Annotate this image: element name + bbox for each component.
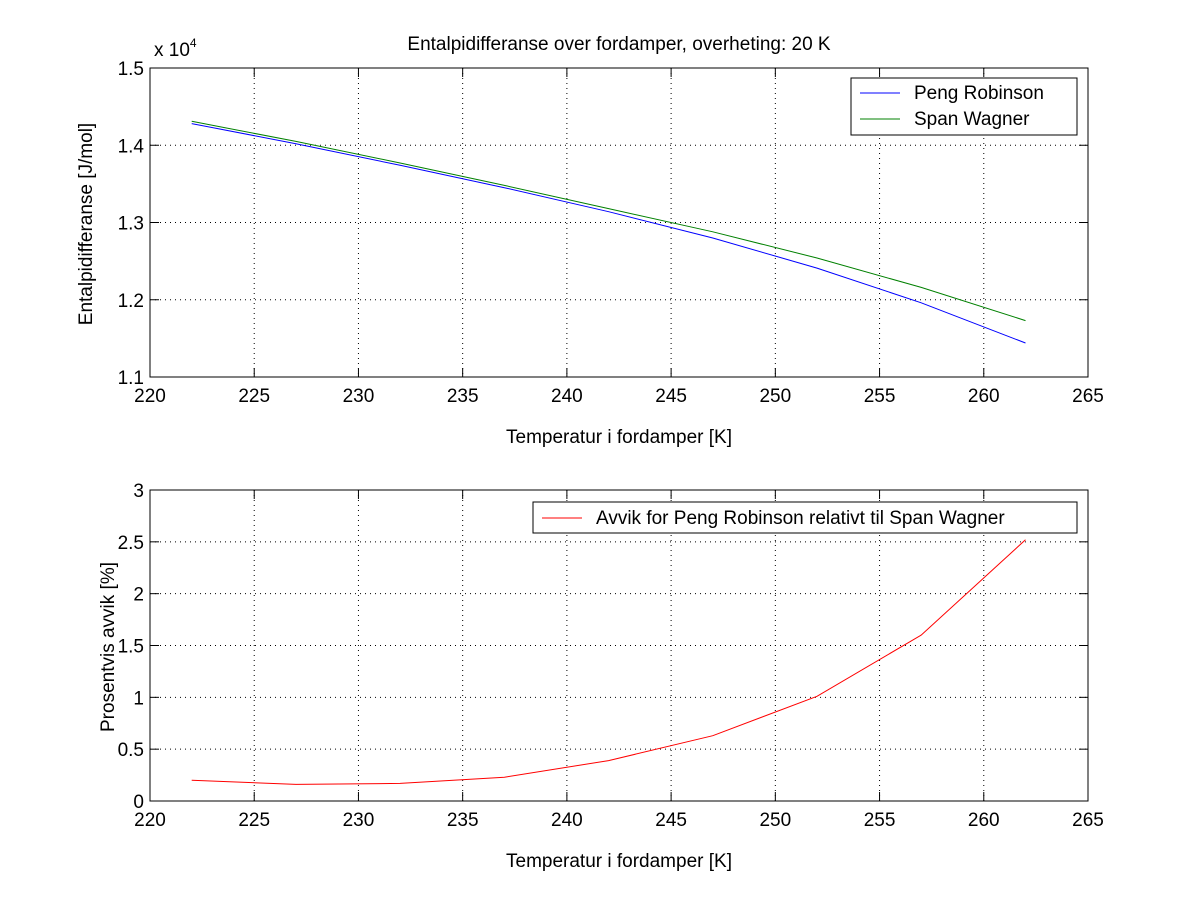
x-tick-label: 265 <box>1072 386 1104 407</box>
x-axis-label-top: Temperatur i fordamper [K] <box>506 427 732 448</box>
series-line-avvik-for-peng-robinson-relativt-til-span-wagner <box>191 539 1026 785</box>
x-tick-label: 225 <box>238 386 270 407</box>
plot-area-bottom <box>150 490 1088 801</box>
y-tick-label: 0.5 <box>118 740 144 761</box>
x-tick-label: 245 <box>655 810 687 831</box>
series-lines-top <box>191 120 1026 344</box>
y-tick-label: 2.5 <box>118 533 144 554</box>
x-axis-label-bottom: Temperatur i fordamper [K] <box>506 851 732 872</box>
legend-box-bottom <box>532 501 1078 534</box>
chart-top: 220 225 230 235 240 245 250 255 260 265 1.1 1.2 1.3 1… <box>76 34 1104 448</box>
x-tick-label: 240 <box>551 810 583 831</box>
legend-bottom: Avvik for Peng Robinson relativt til Spa… <box>532 501 1078 534</box>
legend-top: Peng Robinson Span Wagner <box>850 77 1078 136</box>
y-tick-label: 3 <box>133 481 144 502</box>
x-tick-label: 230 <box>343 810 375 831</box>
x-tick-label: 230 <box>343 386 375 407</box>
chart-title: Entalpidifferanse over fordamper, overhe… <box>407 34 831 55</box>
y-tick-label: 0 <box>133 792 144 813</box>
y-multiplier-label: x 104 <box>154 36 197 61</box>
y-tick-label: 2 <box>133 585 144 606</box>
x-tick-label: 265 <box>1072 810 1104 831</box>
x-tick-label: 235 <box>447 810 479 831</box>
x-tick-label: 235 <box>447 386 479 407</box>
x-tick-label: 255 <box>864 386 896 407</box>
x-tick-label: 220 <box>134 810 166 831</box>
legend-label-span-wagner: Span Wagner <box>914 109 1030 130</box>
y-tick-label: 1 <box>133 688 144 709</box>
y-multiplier-exponent: 4 <box>190 36 197 50</box>
y-axis-label-top: Entalpidifferanse [J/mol] <box>76 123 97 325</box>
x-tick-label: 240 <box>551 386 583 407</box>
legend-label-avvik: Avvik for Peng Robinson relativt til Spa… <box>596 508 1005 529</box>
x-tick-label: 260 <box>968 386 1000 407</box>
y-tick-label: 1.1 <box>118 368 144 389</box>
x-tick-label: 250 <box>759 810 791 831</box>
y-axis-label-bottom: Prosentvis avvik [%] <box>98 562 119 732</box>
grid-bottom <box>150 490 1088 801</box>
y-tick-label: 1.5 <box>118 59 144 80</box>
x-tick-label: 245 <box>655 386 687 407</box>
chart-bottom: 220 225 230 235 240 245 250 255 260 265 0 0.5 1 1.5 2 2… <box>98 481 1104 872</box>
ticks-bottom: 220 225 230 235 240 245 250 255 260 265 0 0.5 1 1.5 2 2… <box>118 481 1104 831</box>
y-multiplier-base: x 10 <box>154 40 190 61</box>
y-tick-label: 1.4 <box>118 136 145 157</box>
x-tick-label: 255 <box>864 810 896 831</box>
series-line-peng-robinson <box>191 123 1026 344</box>
x-tick-label: 250 <box>759 386 791 407</box>
ticks-top: 220 225 230 235 240 245 250 255 260 265 1.1 1.2 1.3 1… <box>118 59 1104 407</box>
x-tick-label: 260 <box>968 810 1000 831</box>
x-tick-label: 220 <box>134 386 166 407</box>
series-lines-bottom <box>191 539 1026 785</box>
legend-box-top <box>850 77 1078 136</box>
legend-label-peng-robinson: Peng Robinson <box>914 83 1044 104</box>
series-line-span-wagner <box>191 120 1026 322</box>
x-tick-label: 225 <box>238 810 270 831</box>
y-tick-label: 1.3 <box>118 214 144 235</box>
y-tick-label: 1.2 <box>118 291 144 312</box>
y-tick-label: 1.5 <box>118 637 144 658</box>
